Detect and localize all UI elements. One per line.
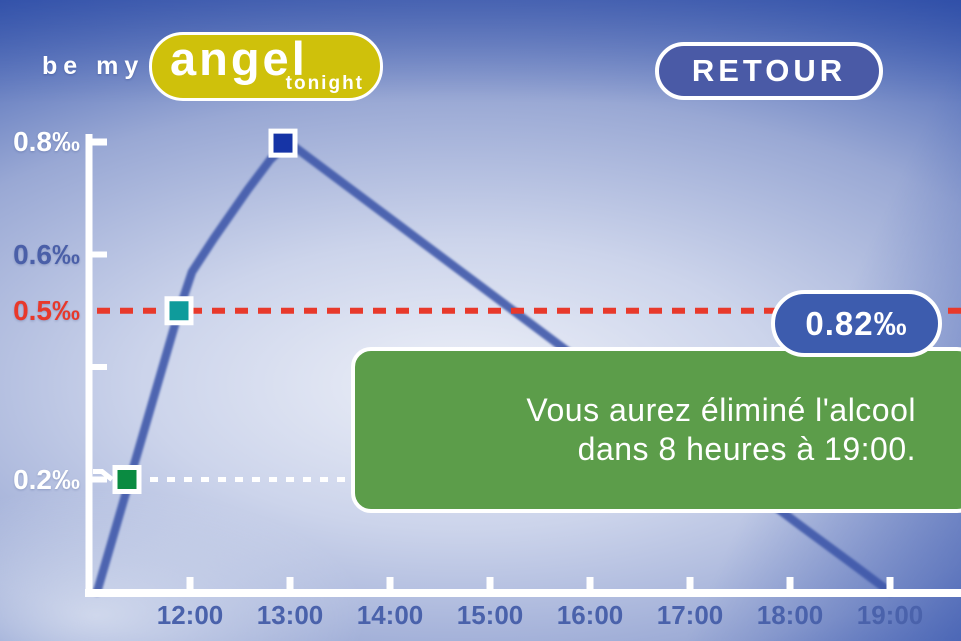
bac-curve	[92, 137, 895, 597]
logo-sub-text: tonight	[285, 73, 364, 94]
logo-prefix-text: be my	[42, 52, 145, 80]
elimination-message-box: Vous aurez éliminé l'alcool dans 8 heure…	[351, 347, 961, 513]
peak-marker	[268, 128, 298, 158]
logo-main-text: angel	[170, 32, 308, 85]
retour-button[interactable]: RETOUR	[655, 42, 883, 100]
message-line-1: Vous aurez éliminé l'alcool	[526, 392, 916, 428]
angel-tonight-logo: angel tonight	[149, 32, 383, 101]
threshold-0-5-marker	[164, 296, 194, 326]
message-line-2: dans 8 heures à 19:00.	[577, 431, 916, 467]
sober-threshold-elbow	[93, 469, 114, 482]
peak-bac-badge: 0.82‰	[771, 290, 942, 357]
threshold-0-2-marker	[112, 465, 142, 494]
